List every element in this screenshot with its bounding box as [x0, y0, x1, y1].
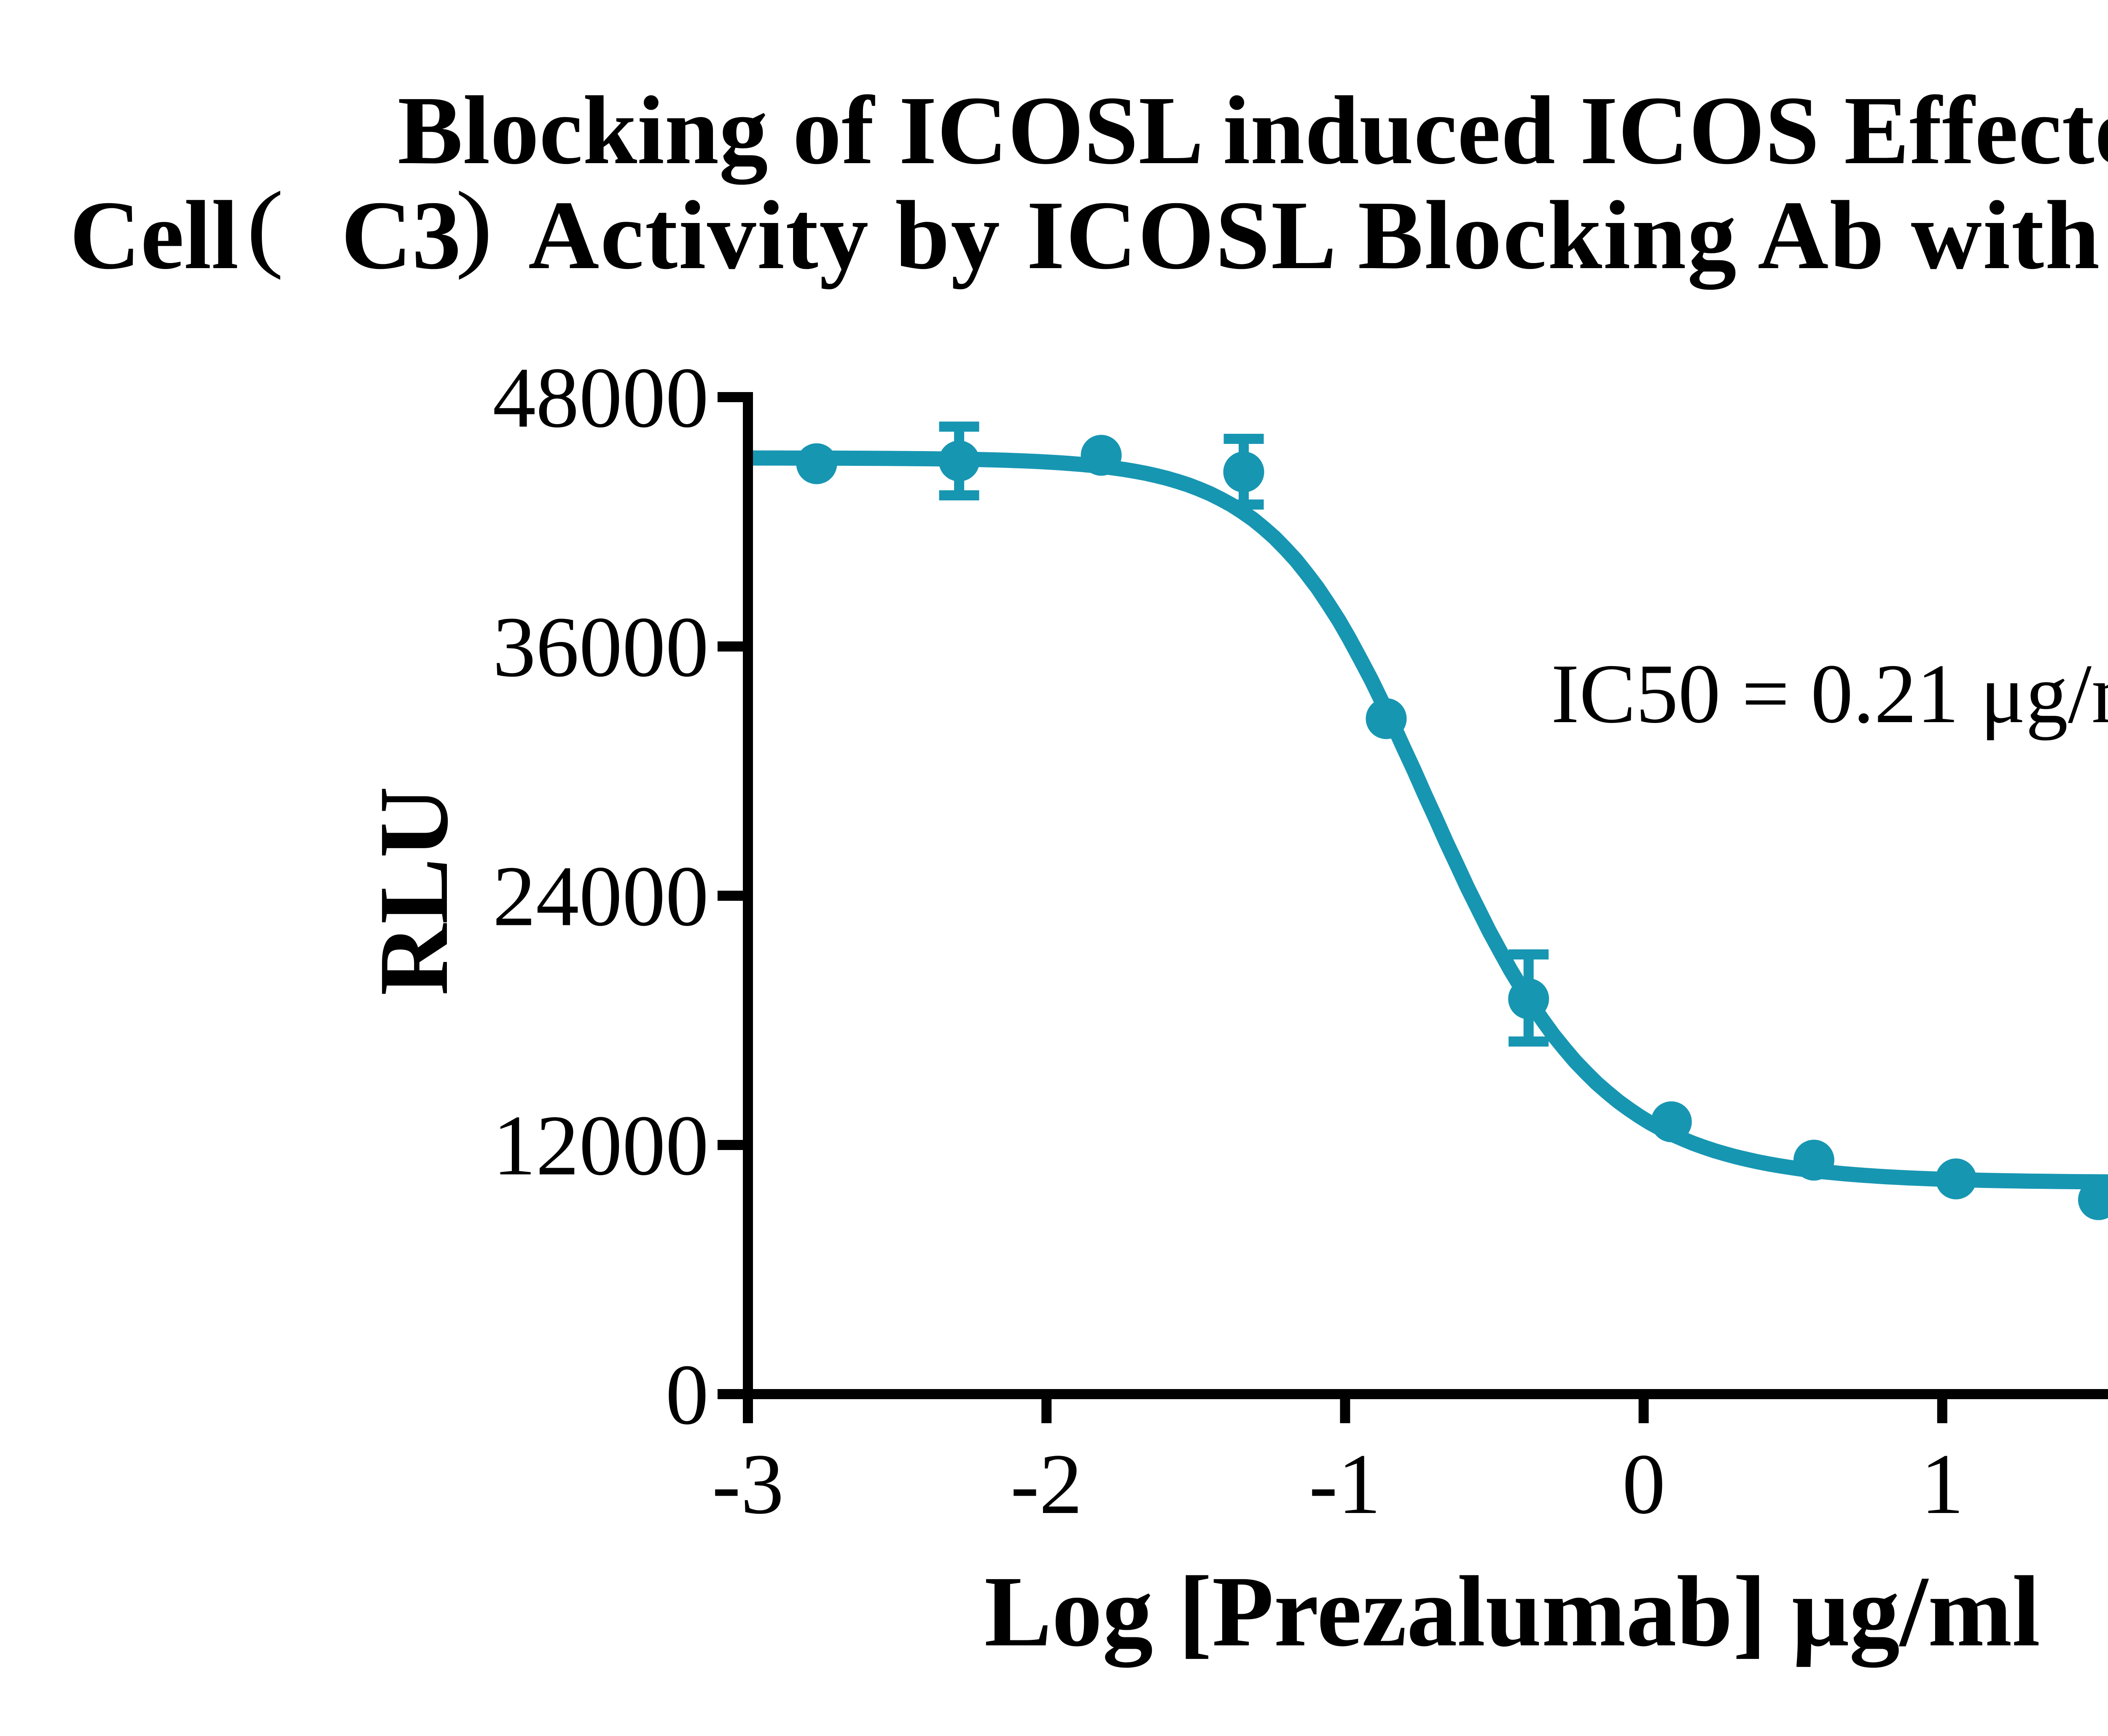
- svg-text:24000: 24000: [493, 849, 709, 944]
- svg-text:48000: 48000: [493, 350, 709, 446]
- svg-text:12000: 12000: [493, 1098, 709, 1193]
- svg-text:-2: -2: [1011, 1436, 1083, 1532]
- svg-text:IC50 = 0.21 μg/ml: IC50 = 0.21 μg/ml: [1551, 647, 2108, 741]
- svg-text:0: 0: [666, 1347, 709, 1443]
- svg-text:1: 1: [1921, 1436, 1964, 1532]
- svg-text:RLU: RLU: [359, 786, 468, 995]
- svg-text:0: 0: [1622, 1436, 1666, 1532]
- svg-text:-3: -3: [712, 1436, 784, 1532]
- svg-text:(: (: [246, 172, 284, 280]
- svg-text:36000: 36000: [493, 599, 709, 695]
- svg-text:): ): [455, 172, 493, 280]
- svg-text:-1: -1: [1309, 1436, 1381, 1532]
- svg-text:Blocking of ICOSL induced ICOS: Blocking of ICOSL induced ICOS Effector …: [398, 76, 2108, 185]
- svg-text:Log [Prezalumab] μg/ml: Log [Prezalumab] μg/ml: [984, 1555, 2041, 1668]
